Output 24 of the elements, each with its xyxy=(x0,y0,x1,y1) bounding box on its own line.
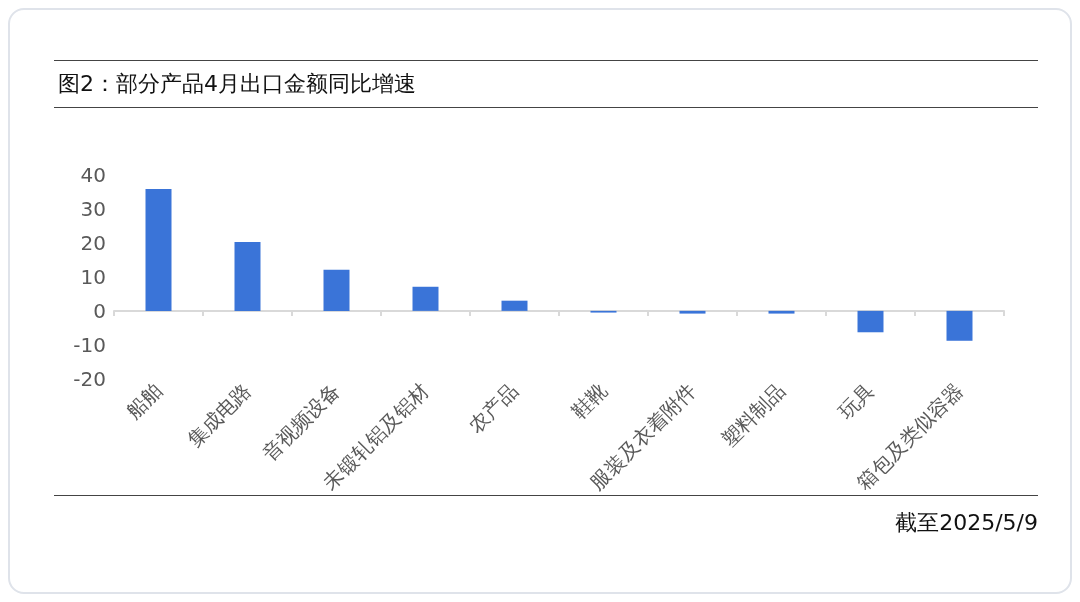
bar xyxy=(501,300,528,311)
x-tick-label: 船舶 xyxy=(121,378,167,424)
y-tick-label: -20 xyxy=(73,366,106,391)
y-tick-label: 10 xyxy=(80,264,106,289)
x-tick-label: 玩具 xyxy=(833,378,879,424)
bar xyxy=(234,241,261,311)
bar xyxy=(412,286,439,311)
bar xyxy=(145,188,172,311)
bar xyxy=(679,310,706,314)
text: 截至2025/5/9 xyxy=(894,509,1038,537)
bar xyxy=(768,310,795,314)
chart-title: 图2：部分产品4月出口金额同比增速 xyxy=(54,60,1038,108)
y-tick-label: 0 xyxy=(93,298,106,323)
x-tick-label: 农产品 xyxy=(463,378,523,438)
x-tick-label: 塑料制品 xyxy=(716,378,790,452)
bar xyxy=(323,269,350,311)
bar xyxy=(946,310,973,341)
x-tick-label: 鞋靴 xyxy=(566,378,612,424)
y-tick-label: -10 xyxy=(73,332,106,357)
x-tick-label: 集成电路 xyxy=(182,378,256,452)
y-tick-label: 40 xyxy=(80,163,106,187)
bar xyxy=(857,310,884,333)
y-tick-label: 30 xyxy=(80,196,106,221)
y-tick-label: 20 xyxy=(80,230,106,255)
